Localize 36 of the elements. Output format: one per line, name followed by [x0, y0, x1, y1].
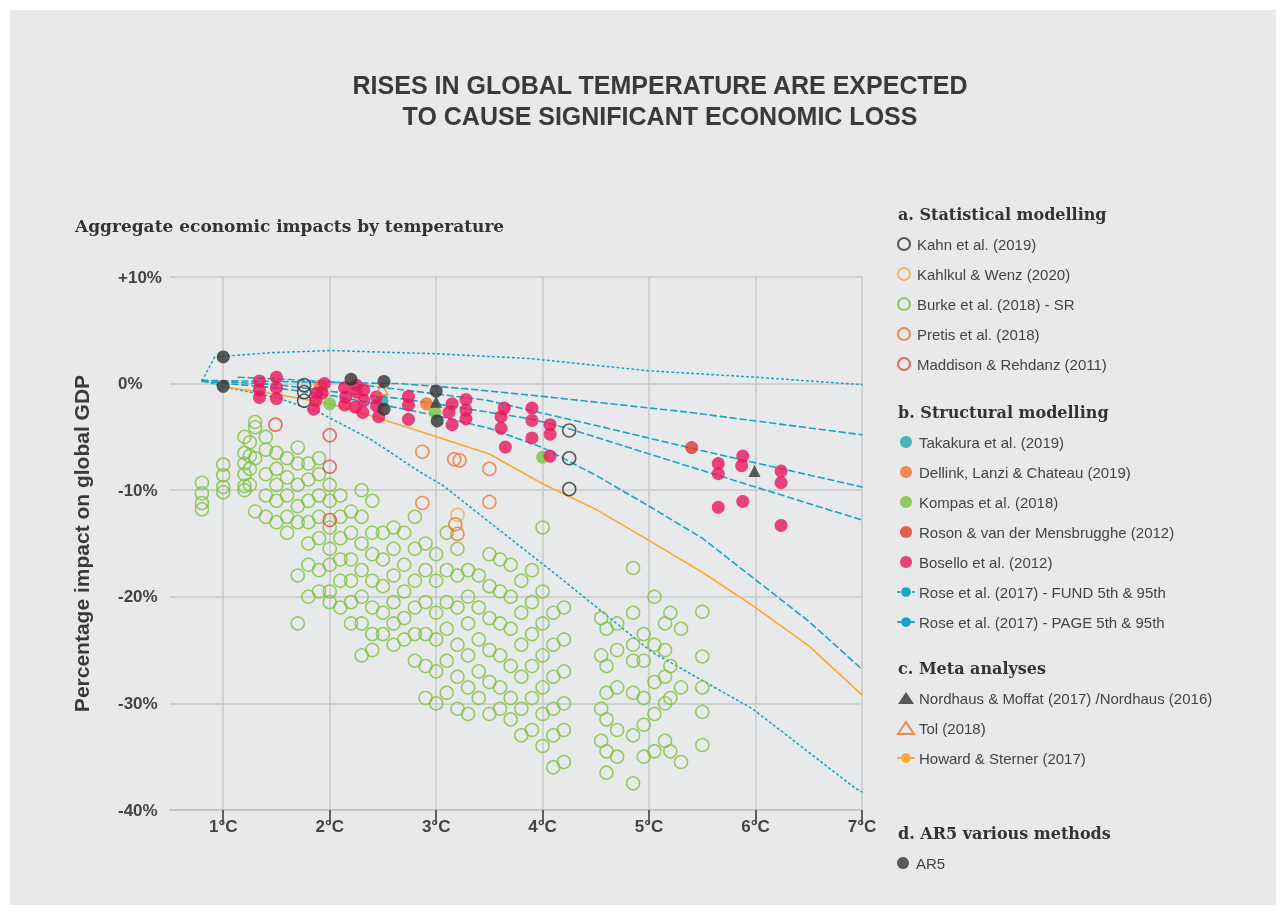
text: c. Meta analyses	[898, 658, 1047, 678]
y-axis-title: Percentage impact on global GDP	[70, 374, 93, 713]
legend-label: Pretis et al. (2018)	[917, 325, 1040, 343]
legend-label: Howard & Sterner (2017)	[919, 749, 1086, 767]
legend-label: Rose et al. (2017) - PAGE 5th & 95th	[919, 613, 1165, 631]
text: b. Structural modelling	[898, 402, 1109, 422]
y-tick-label: 0%	[118, 374, 143, 394]
legend-label: Kahlkul & Wenz (2020)	[917, 265, 1071, 283]
legend-label: Kahn et al. (2019)	[917, 235, 1037, 253]
chart-subtitle: Aggregate economic impacts by temperature	[74, 215, 505, 236]
legend-label: Nordhaus & Moffat (2017) /Nordhaus (2016)	[919, 689, 1213, 707]
x-tick-label: 6°C	[741, 817, 770, 836]
legend-label: Takakura et al. (2019)	[919, 433, 1065, 451]
y-tick-label: -30%	[118, 693, 158, 713]
x-tick-label: 4°C	[528, 817, 557, 836]
x-tick-label: 2°C	[315, 817, 344, 836]
legend-label: Bosello et al. (2012)	[919, 553, 1053, 571]
legend-label: AR5	[916, 854, 946, 872]
y-tick-label: -10%	[118, 480, 158, 500]
y-tick-label: -40%	[118, 800, 158, 820]
x-tick-label: 1°C	[208, 817, 238, 836]
legend-label: Burke et al. (2018) - SR	[917, 295, 1075, 313]
legend-label: Roson & van der Mensbrugghe (2012)	[919, 523, 1175, 541]
text: d. AR5 various methods	[898, 823, 1111, 843]
x-tick-label: 7°C	[847, 817, 877, 836]
legend-label: Tol (2018)	[919, 719, 986, 737]
legend-label: Rose et al. (2017) - FUND 5th & 95th	[919, 583, 1166, 601]
legend-label: Dellink, Lanzi & Chateau (2019)	[919, 463, 1131, 481]
y-tick-label: -20%	[118, 587, 158, 607]
text: a. Statistical modelling	[898, 204, 1107, 224]
legend-label: Maddison & Rehdanz (2011)	[917, 355, 1107, 373]
y-tick-label: +10%	[118, 267, 162, 287]
x-tick-label: 5°C	[634, 817, 664, 836]
chart-title: RISES IN GLOBAL TEMPERATURE ARE EXPECTED TO CAUSE SIGNIFICANT ECONOMIC LOSS	[352, 70, 968, 130]
legend-label: Kompas et al. (2018)	[919, 493, 1059, 511]
x-tick-label: 3°C	[421, 817, 451, 836]
